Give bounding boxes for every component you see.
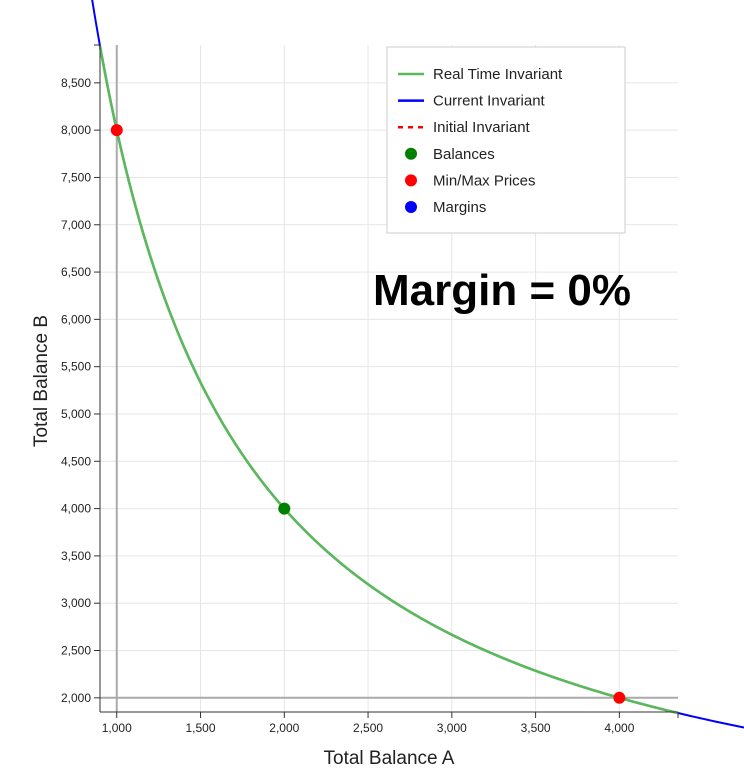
y-tick-label: 5,500 — [61, 360, 91, 374]
y-tick-label: 6,500 — [61, 265, 91, 279]
y-tick-label: 2,000 — [61, 691, 91, 705]
legend-label: Balances — [433, 146, 495, 163]
legend: Real Time Invariant Current Invariant Init… — [386, 46, 626, 234]
y-tick-label: 4,000 — [61, 502, 91, 516]
data-points — [110, 124, 626, 704]
point-min-max-prices — [613, 691, 626, 704]
y-tick-label: 5,000 — [61, 407, 91, 421]
y-tick-label: 7,000 — [61, 218, 91, 232]
legend-label: Real Time Invariant — [433, 66, 563, 83]
x-tick-label: 3,500 — [521, 721, 551, 735]
y-tick-label: 6,000 — [61, 312, 91, 326]
y-tick-label: 2,500 — [61, 644, 91, 658]
y-tick-label: 3,000 — [61, 596, 91, 610]
legend-label: Current Invariant — [433, 93, 546, 110]
y-tick-label: 8,500 — [61, 76, 91, 90]
legend-label: Min/Max Prices — [433, 172, 536, 189]
y-tick-label: 7,500 — [61, 170, 91, 184]
y-tick-label: 4,500 — [61, 454, 91, 468]
y-tick-label: 8,000 — [61, 123, 91, 137]
point-min-max-prices — [110, 124, 123, 137]
y-axis-title: Total Balance B — [31, 315, 52, 447]
x-tick-label: 3,000 — [437, 721, 467, 735]
curves — [91, 0, 744, 729]
x-tick-label: 4,000 — [604, 721, 634, 735]
series-line-real-time-invariant-top — [98, 45, 679, 715]
margin-annotation: Margin = 0% — [373, 266, 631, 315]
axes: 1,000 1,500 2,000 2,500 3,000 3,500 4,000 2,000… — [61, 44, 679, 735]
y-tick-label: 3,500 — [61, 549, 91, 563]
x-tick-label: 2,500 — [353, 721, 383, 735]
x-tick-label: 1,500 — [186, 721, 216, 735]
min-balance-lines — [100, 45, 678, 712]
point-balances — [278, 502, 291, 515]
x-tick-label: 1,000 — [102, 721, 132, 735]
legend-label: Margins — [433, 199, 486, 216]
legend-swatch-dot — [405, 147, 417, 160]
legend-box — [386, 46, 626, 234]
legend-swatch-dot — [405, 174, 417, 187]
x-tick-label: 2,000 — [269, 721, 299, 735]
x-axis-title: Total Balance A — [324, 748, 455, 769]
legend-swatch-dot — [405, 201, 417, 213]
legend-label: Initial Invariant — [433, 119, 531, 136]
